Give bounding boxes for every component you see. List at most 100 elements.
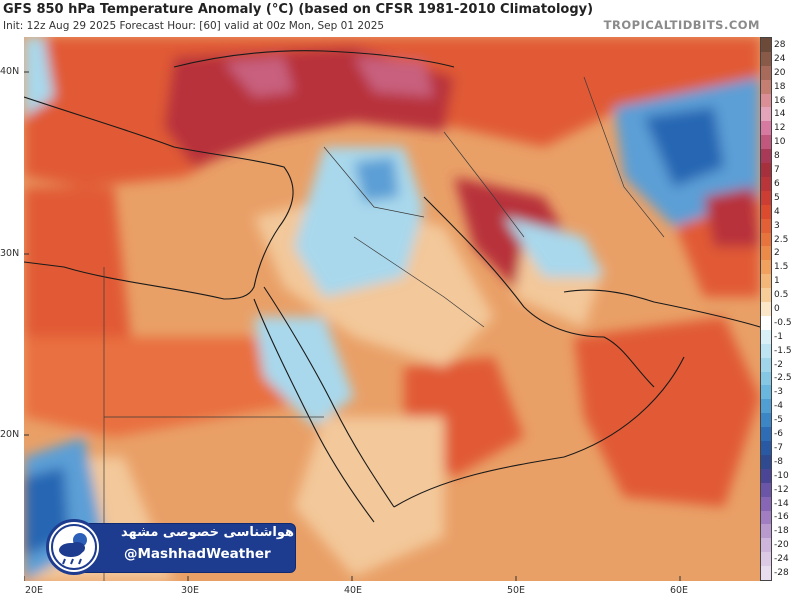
very-cold-iran-east [644, 107, 724, 187]
graticule [24, 71, 681, 581]
colorbar-label: -3 [774, 387, 783, 398]
mediterranean-coast [24, 96, 294, 300]
cool-hejaz [254, 317, 354, 427]
colorbar-segment [761, 482, 771, 498]
colorbar-segment [761, 315, 771, 331]
extreme-patch-1 [224, 57, 294, 97]
colorbar-segment [761, 385, 771, 400]
colorbar-label: 20 [774, 67, 786, 78]
colorbar-segment [761, 441, 771, 456]
lat-label-30n: 30N [0, 248, 20, 259]
colorbar-label: 1 [774, 276, 780, 287]
colorbar-segment [761, 260, 771, 275]
colorbar-segment [761, 93, 771, 108]
badge-panel [76, 523, 296, 573]
colorbar-segment [761, 232, 771, 247]
forecast-info: Init: 12z Aug 29 2025 Forecast Hour: [60… [3, 20, 385, 32]
colorbar-segment [761, 163, 771, 178]
colorbar-segment [761, 107, 771, 122]
colorbar-label: -20 [774, 540, 789, 551]
colorbar-segment [761, 538, 771, 553]
warm-arabian-sea [574, 317, 760, 507]
lon-label-60e: 60E [669, 585, 689, 596]
colorbar-label: -2.5 [774, 373, 792, 384]
hot-afghan-patch [704, 187, 760, 247]
colorbar-segment [761, 38, 771, 53]
colorbar-label: 1.5 [774, 262, 789, 273]
colorbar-segment [761, 288, 771, 303]
lon-label-30e: 30E [180, 585, 200, 596]
colorbar-segment [761, 454, 771, 470]
colorbar [760, 37, 772, 581]
colorbar-segment [761, 524, 771, 539]
colorbar-label: -6 [774, 429, 783, 440]
cool-balkans [24, 37, 54, 117]
colorbar-label: -18 [774, 526, 789, 537]
colorbar-segment [761, 218, 771, 234]
colorbar-segment [761, 135, 771, 150]
site-brand[interactable]: TROPICALTIDBITS.COM [603, 18, 760, 32]
lat-label-40n: 40N [0, 66, 20, 77]
badge-persian-text: هواشناسی خصوصی مشهد [121, 525, 294, 540]
colorbar-label: 28 [774, 39, 786, 50]
colorbar-segment [761, 176, 771, 192]
colorbar-labels: 28 24 20 18 16 14 12 10 8 7 6 5 4 3 2.5 2 1.5 1 0.5 0 -0.5 -1… [774, 37, 800, 581]
warm-sahara [24, 337, 334, 437]
black-sea-coast [173, 50, 455, 68]
colorbar-segment [761, 371, 771, 386]
colorbar-label: -1.5 [774, 345, 792, 356]
colorbar-label: 24 [774, 53, 786, 64]
colorbar-segment [761, 468, 771, 484]
colorbar-label: -14 [774, 498, 789, 509]
temperature-anomaly-map [24, 37, 760, 581]
colorbar-segment [761, 274, 771, 289]
colorbar-label: 12 [774, 123, 786, 134]
colorbar-label: 8 [774, 151, 780, 162]
colorbar-label: -28 [774, 568, 789, 579]
colorbar-segment [761, 190, 771, 206]
colorbar-segment [761, 413, 771, 428]
colorbar-label: -4 [774, 401, 783, 412]
colorbar-label: 0 [774, 304, 780, 314]
colorbar-label: -8 [774, 456, 783, 467]
mild-red-sea [294, 417, 444, 577]
colorbar-label: 14 [774, 109, 786, 120]
colorbar-segment [761, 65, 771, 81]
colorbar-segment [761, 427, 771, 442]
coastlines [24, 50, 760, 523]
colorbar-segment [761, 51, 771, 67]
colorbar-segment [761, 302, 771, 317]
colorbar-segment [761, 510, 771, 525]
colorbar-label: -16 [774, 512, 789, 523]
colorbar-label: 4 [774, 206, 780, 217]
map-shading [24, 37, 760, 581]
colorbar-label: 16 [774, 95, 786, 106]
colorbar-segment [761, 149, 771, 164]
colorbar-label: -7 [774, 442, 783, 453]
gulf-coast [423, 196, 655, 388]
colorbar-label: -5 [774, 415, 783, 426]
colorbar-label: 5 [774, 192, 780, 203]
red-sea-east-coast [263, 286, 395, 508]
cool-zagros-patch [504, 217, 604, 277]
colorbar-label: -2 [774, 359, 783, 370]
colorbar-segment [761, 357, 771, 373]
red-sea-west-coast [253, 298, 375, 523]
colorbar-label: 3 [774, 220, 780, 231]
iran-south-coast [563, 289, 760, 328]
colorbar-label: -10 [774, 470, 789, 481]
badge-handle[interactable]: @MashhadWeather [124, 546, 271, 562]
colorbar-label: 0.5 [774, 290, 789, 301]
chart-title: GFS 850 hPa Temperature Anomaly (°C) (ba… [3, 2, 594, 17]
colorbar-label: 10 [774, 137, 786, 148]
colorbar-segment [761, 566, 771, 581]
lon-label-20e: 20E [24, 585, 44, 596]
colorbar-label: 7 [774, 165, 780, 176]
colorbar-segment [761, 329, 771, 345]
lat-label-20n: 20N [0, 429, 20, 440]
colorbar-segment [761, 552, 771, 567]
colorbar-label: 18 [774, 81, 786, 92]
colorbar-label: -1 [774, 331, 783, 342]
lon-label-40e: 40E [343, 585, 363, 596]
watermark-badge: هواشناسی خصوصی مشهد @MashhadWeather [46, 519, 296, 577]
